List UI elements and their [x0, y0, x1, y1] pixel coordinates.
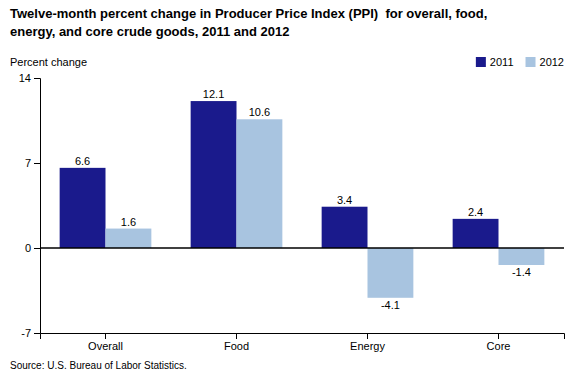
y-tick-mark — [34, 248, 40, 249]
y-tick-mark — [34, 333, 40, 334]
x-tick: Core — [487, 333, 511, 352]
bar — [237, 119, 283, 248]
x-tick-mark — [236, 333, 237, 339]
data-label: -4.1 — [381, 299, 400, 311]
x-tick-mark — [367, 333, 368, 339]
bar — [453, 219, 499, 248]
title-group: Twelve-month percent change in Producer … — [10, 6, 487, 39]
bars — [60, 101, 545, 298]
y-axis-line — [34, 79, 41, 334]
y-tick: 7 — [25, 157, 40, 169]
x-tick-label: Core — [487, 340, 511, 352]
y-tick-mark — [34, 78, 40, 79]
x-tick: Energy — [350, 333, 385, 352]
y-tick: 0 — [25, 242, 40, 254]
y-tick: 14 — [19, 72, 40, 84]
plot: -7 0 7 14 Overall Food Energy Core 6.6 12.1 3.4 2.4… — [19, 72, 565, 352]
x-tick-label: Food — [224, 340, 249, 352]
title: Twelve-month percent change in Producer … — [10, 6, 487, 21]
data-label: 12.1 — [203, 88, 224, 100]
legend-label: 2011 — [490, 56, 514, 68]
source: Source: U.S. Bureau of Labor Statistics. — [10, 360, 187, 371]
legend-swatch — [476, 57, 486, 67]
data-label: 10.6 — [249, 106, 270, 118]
y-axis: -7 0 7 14 — [19, 72, 41, 339]
title: energy, and core crude goods, 2011 and 2… — [10, 24, 289, 39]
data-label: 6.6 — [75, 155, 90, 167]
bar — [106, 229, 152, 248]
data-label: -1.4 — [512, 266, 531, 278]
bar — [60, 168, 106, 248]
bar — [368, 248, 414, 298]
x-tick: Food — [224, 333, 249, 352]
y-axis-title: Percent change — [10, 56, 87, 68]
chart: Twelve-month percent change in Producer … — [0, 0, 580, 375]
x-axis: Overall Food Energy Core — [41, 333, 565, 352]
legend-item: 2012 — [526, 56, 564, 68]
data-label: 2.4 — [468, 206, 483, 218]
data-label: 1.6 — [121, 216, 136, 228]
y-tick: -7 — [21, 327, 40, 339]
data-label: 3.4 — [337, 194, 352, 206]
y-tick-mark — [34, 163, 40, 164]
y-tick-label: 0 — [25, 242, 31, 254]
y-tick-label: -7 — [21, 327, 31, 339]
legend-swatch — [526, 57, 536, 67]
y-tick-label: 14 — [19, 72, 31, 84]
legend-label: 2012 — [540, 56, 564, 68]
x-tick-mark — [105, 333, 106, 339]
legend-item: 2011 — [476, 56, 514, 68]
bar — [322, 207, 368, 248]
bar — [499, 248, 545, 265]
bar — [191, 101, 237, 248]
data-labels: 6.6 12.1 3.4 2.4 1.6 10.6 -4.1 -1.4 — [75, 88, 531, 311]
y-tick-label: 7 — [25, 157, 31, 169]
x-tick-mark — [498, 333, 499, 339]
x-tick: Overall — [88, 333, 123, 352]
x-tick-label: Energy — [350, 340, 385, 352]
x-axis-line — [41, 334, 565, 340]
x-tick-label: Overall — [88, 340, 123, 352]
zero-line — [40, 247, 564, 249]
legend: 2012 2011 — [476, 56, 564, 68]
